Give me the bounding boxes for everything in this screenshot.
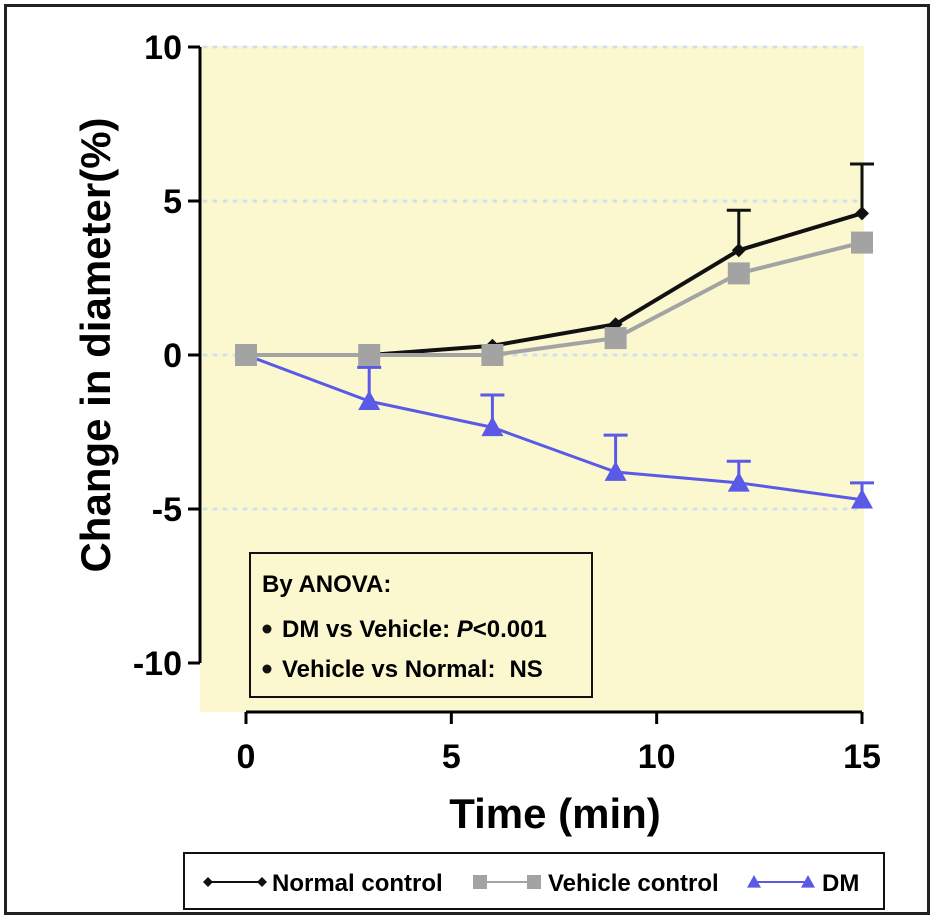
legend-label: DM xyxy=(822,870,859,897)
data-point xyxy=(358,344,381,366)
y-tick-label: 5 xyxy=(163,183,182,221)
bullet-icon xyxy=(262,624,272,634)
y-tick-label: -5 xyxy=(152,491,182,529)
x-tick-label: 15 xyxy=(843,738,881,776)
anova-title: By ANOVA: xyxy=(262,571,391,598)
data-point xyxy=(851,488,873,509)
legend-marker xyxy=(747,875,761,888)
data-point xyxy=(604,461,627,481)
legend-label: Normal control xyxy=(272,870,443,897)
anova-annotation-box: By ANOVA: DM vs Vehicle: P<0.001 Vehicle… xyxy=(249,552,593,698)
data-point xyxy=(235,344,257,366)
anova-line-2: Vehicle vs Normal: NS xyxy=(282,656,543,683)
series-line xyxy=(246,240,863,357)
data-point xyxy=(358,390,381,410)
anova-line-1: DM vs Vehicle: P<0.001 xyxy=(282,616,547,643)
x-tick-label: 0 xyxy=(237,738,256,776)
legend-marker xyxy=(527,875,541,889)
axes: 10 5 0 -5 -10 0 5 10 15 xyxy=(133,29,881,776)
x-tick-label: 5 xyxy=(442,738,461,776)
data-point xyxy=(604,327,627,350)
legend-item: Vehicle control xyxy=(473,870,719,897)
x-axis-title: Time (min) xyxy=(449,790,661,837)
bullet-icon xyxy=(262,664,272,674)
x-tick-label: 10 xyxy=(638,738,676,776)
data-point xyxy=(851,231,873,254)
legend-marker xyxy=(257,877,267,887)
data-point xyxy=(731,243,746,258)
y-axis-title: Change in diameter(%) xyxy=(72,117,119,572)
series-vehicle-control xyxy=(235,231,873,366)
legend-marker xyxy=(473,875,487,889)
series-line xyxy=(245,353,863,502)
legend: Normal control Vehicle control DM xyxy=(183,852,885,910)
data-point xyxy=(481,344,504,366)
legend-marker xyxy=(203,877,213,887)
data-point xyxy=(727,262,750,285)
y-tick-label: -10 xyxy=(133,645,182,683)
data-point xyxy=(481,416,504,437)
figure-frame xyxy=(4,4,930,915)
legend-label: Vehicle control xyxy=(548,870,719,897)
y-tick-label: 0 xyxy=(163,337,182,375)
data-point xyxy=(855,206,869,221)
legend-item: Normal control xyxy=(203,870,443,897)
legend-marker xyxy=(801,875,815,888)
y-tick-label: 10 xyxy=(144,29,182,67)
data-point xyxy=(727,471,750,492)
legend-item: DM xyxy=(747,870,859,897)
data-series xyxy=(235,162,874,509)
